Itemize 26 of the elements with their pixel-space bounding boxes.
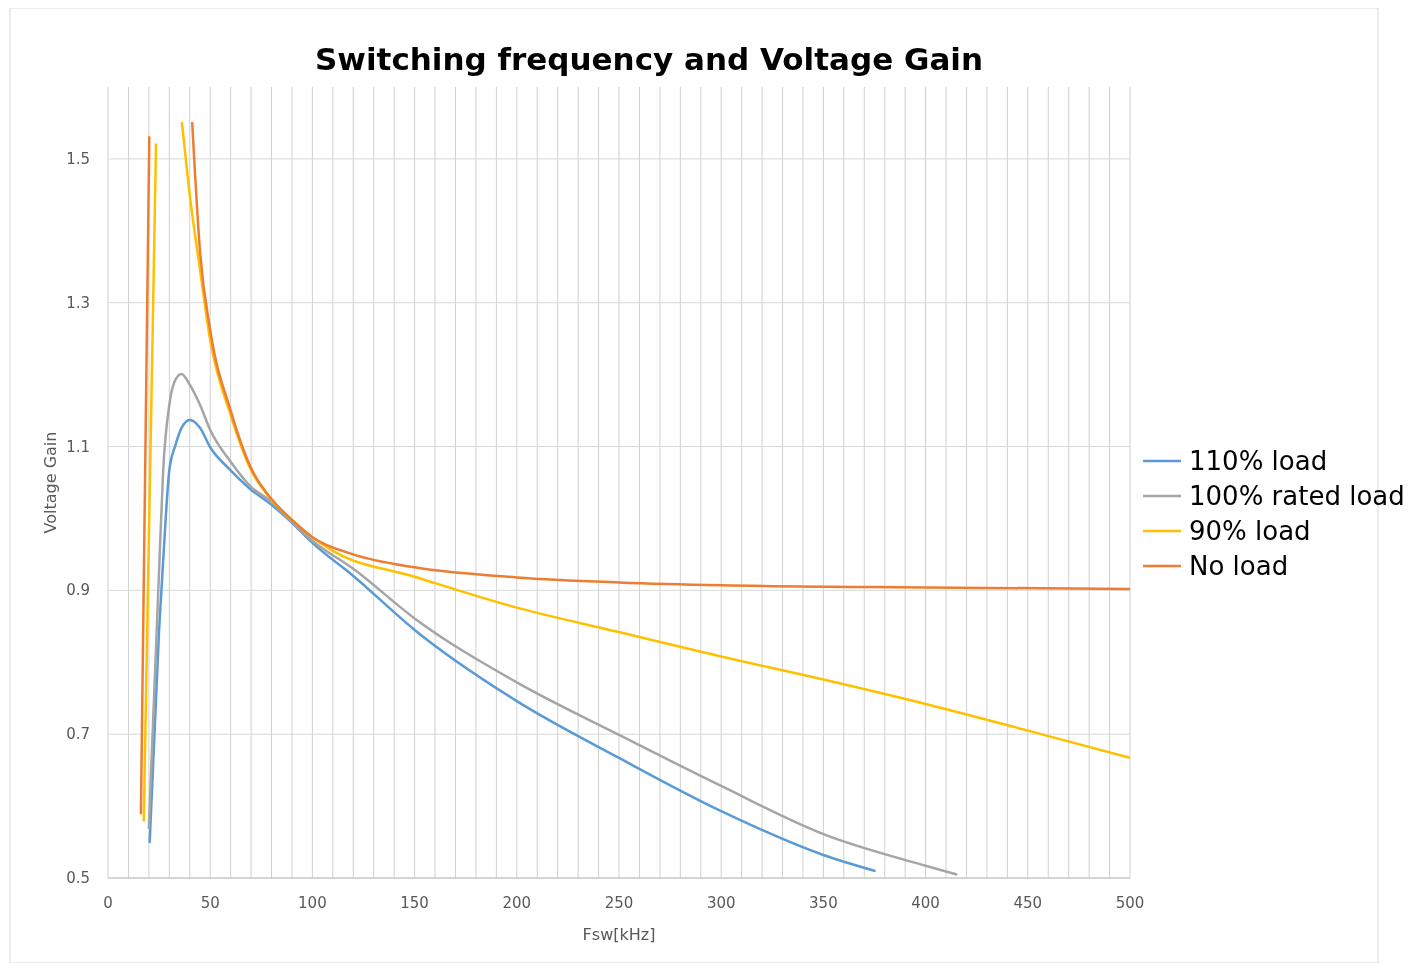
y-tick-label: 1.5 xyxy=(66,149,90,168)
y-tick-label: 0.5 xyxy=(66,869,90,887)
x-tick-label: 300 xyxy=(706,894,736,912)
legend-label: 100% rated load xyxy=(1189,481,1405,511)
y-axis-title: Voltage Gain xyxy=(41,431,60,534)
chart-title: Switching frequency and Voltage Gain xyxy=(314,41,984,77)
legend-label: 110% load xyxy=(1189,446,1328,476)
y-tick-label: 1.3 xyxy=(66,293,90,312)
x-tick-label: 250 xyxy=(604,894,634,912)
x-tick-label: 450 xyxy=(1013,894,1043,912)
x-tick-label: 150 xyxy=(400,894,429,912)
x-tick-label: 200 xyxy=(502,894,532,912)
x-tick-label: 50 xyxy=(200,894,220,912)
x-tick-label: 500 xyxy=(1115,894,1145,912)
x-tick-label: 0 xyxy=(103,894,113,912)
legend-label: No load xyxy=(1189,551,1289,581)
y-tick-label: 0.7 xyxy=(66,725,90,744)
x-axis-title: Fsw[kHz] xyxy=(582,925,656,944)
y-tick-label: 0.9 xyxy=(66,581,90,600)
line-series xyxy=(148,418,876,873)
y-tick-label: 1.1 xyxy=(66,437,90,456)
x-tick-label: 100 xyxy=(298,894,327,912)
legend-label: 90% load xyxy=(1189,516,1311,546)
x-tick-label: 350 xyxy=(809,894,838,912)
line-series xyxy=(147,372,958,876)
x-tick-label: 400 xyxy=(911,894,940,912)
